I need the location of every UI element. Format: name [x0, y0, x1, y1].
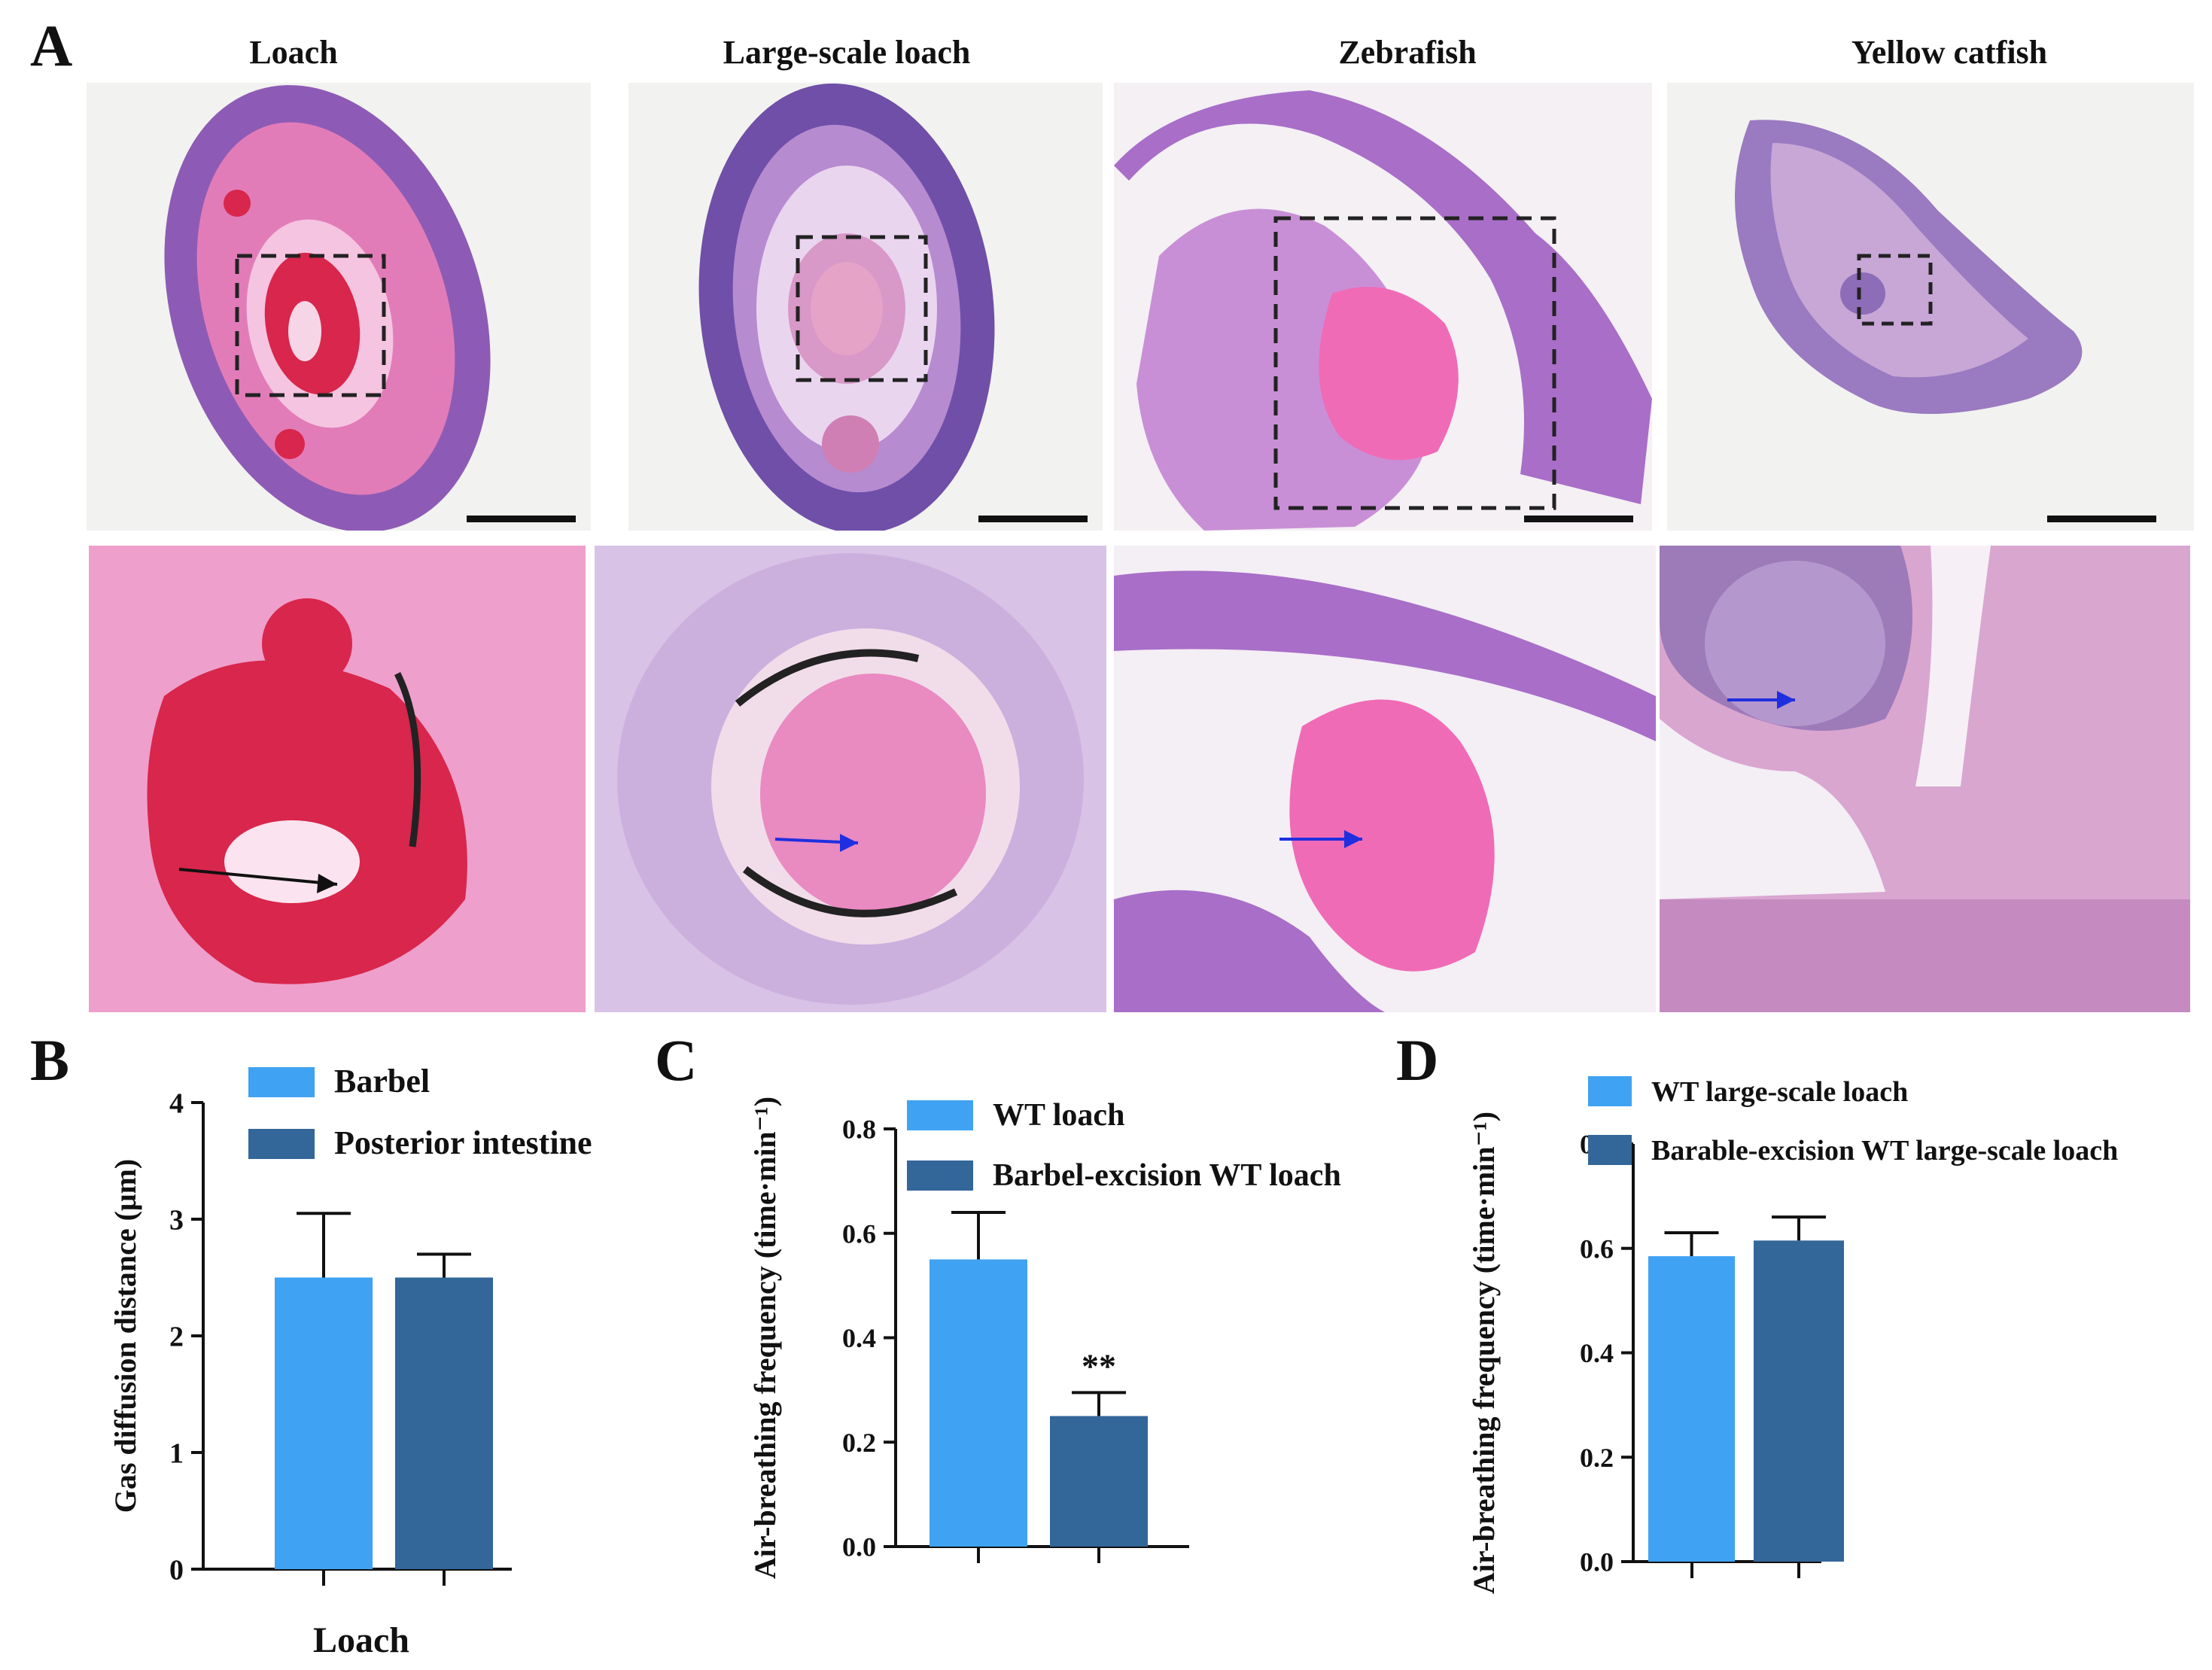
bar-d-1 — [1754, 1240, 1844, 1562]
legend-label: Posterior intestine — [334, 1124, 592, 1161]
y-tick-label: 0.6 — [842, 1218, 876, 1249]
species-title-yellow-catfish: Yellow catfish — [1851, 34, 2048, 71]
legend-label: Barbel — [334, 1063, 430, 1100]
micrograph-large-scale-loach-overview — [628, 83, 1103, 531]
legend-label: Barbel-excision WT loach — [993, 1158, 1341, 1193]
species-title-loach: Loach — [249, 34, 338, 71]
y-tick-label: 0.0 — [1580, 1547, 1614, 1577]
legend-label: WT loach — [993, 1098, 1124, 1133]
scale-bar — [467, 516, 576, 522]
legend-label: Barable-excision WT large-scale loach — [1651, 1135, 2118, 1167]
legend-swatch — [1588, 1135, 1632, 1165]
micrograph-loach-overview — [87, 83, 591, 531]
y-tick-label: 1 — [169, 1437, 184, 1469]
species-title-zebrafish: Zebrafish — [1338, 34, 1477, 71]
scale-bar — [978, 516, 1088, 522]
y-tick-label: 0.6 — [1580, 1233, 1614, 1264]
chart-b-y-label: Gas diffusion distance (μm) — [108, 1159, 142, 1513]
micrograph-yellow-catfish-detail — [1660, 546, 2190, 1012]
micrograph-yellow-catfish-overview — [1667, 83, 2194, 531]
legend-swatch — [248, 1067, 315, 1097]
panel-label-d: D — [1396, 1027, 1439, 1093]
y-tick-label: 0.2 — [842, 1428, 876, 1458]
significance-marker: ** — [1082, 1346, 1116, 1385]
y-tick-label: 0 — [169, 1554, 184, 1586]
legend-swatch — [907, 1160, 973, 1191]
panel-label-a: A — [30, 13, 73, 78]
scale-bar — [1524, 516, 1633, 522]
legend-swatch — [248, 1129, 315, 1159]
bar-c-0 — [930, 1259, 1027, 1547]
bar-b-0 — [275, 1277, 373, 1569]
species-title-large-scale-loach: Large-scale loach — [723, 34, 971, 71]
bar-c-1 — [1050, 1416, 1148, 1547]
micrograph-large-scale-loach-detail — [595, 546, 1106, 1012]
y-tick-label: 0.4 — [1580, 1338, 1614, 1368]
bar-d-0 — [1648, 1256, 1735, 1562]
y-tick-label: 0.4 — [842, 1323, 876, 1353]
y-tick-label: 0.8 — [842, 1115, 876, 1145]
chart-b-x-label: Loach — [313, 1620, 409, 1660]
chart-d-y-label: Air-breathing frequency (time·min⁻¹) — [1467, 1112, 1501, 1594]
scale-bar — [2047, 516, 2156, 522]
y-tick-label: 0.2 — [1580, 1443, 1614, 1473]
micrograph-zebrafish-detail — [1114, 546, 1656, 1012]
panel-label-b: B — [30, 1027, 70, 1093]
y-tick-label: 2 — [169, 1321, 184, 1352]
panel-label-c: C — [655, 1027, 698, 1093]
y-tick-label: 3 — [169, 1204, 184, 1236]
y-tick-label: 0.0 — [842, 1532, 876, 1562]
legend-swatch — [1588, 1076, 1632, 1106]
legend-label: WT large-scale loach — [1651, 1076, 1908, 1108]
chart-c-y-label: Air-breathing frequency (time·min⁻¹) — [748, 1097, 782, 1579]
legend-swatch — [907, 1100, 973, 1130]
bar-b-1 — [395, 1277, 493, 1569]
micrograph-zebrafish-overview — [1114, 83, 1652, 531]
micrograph-loach-detail — [89, 546, 586, 1012]
y-tick-label: 4 — [169, 1087, 184, 1119]
